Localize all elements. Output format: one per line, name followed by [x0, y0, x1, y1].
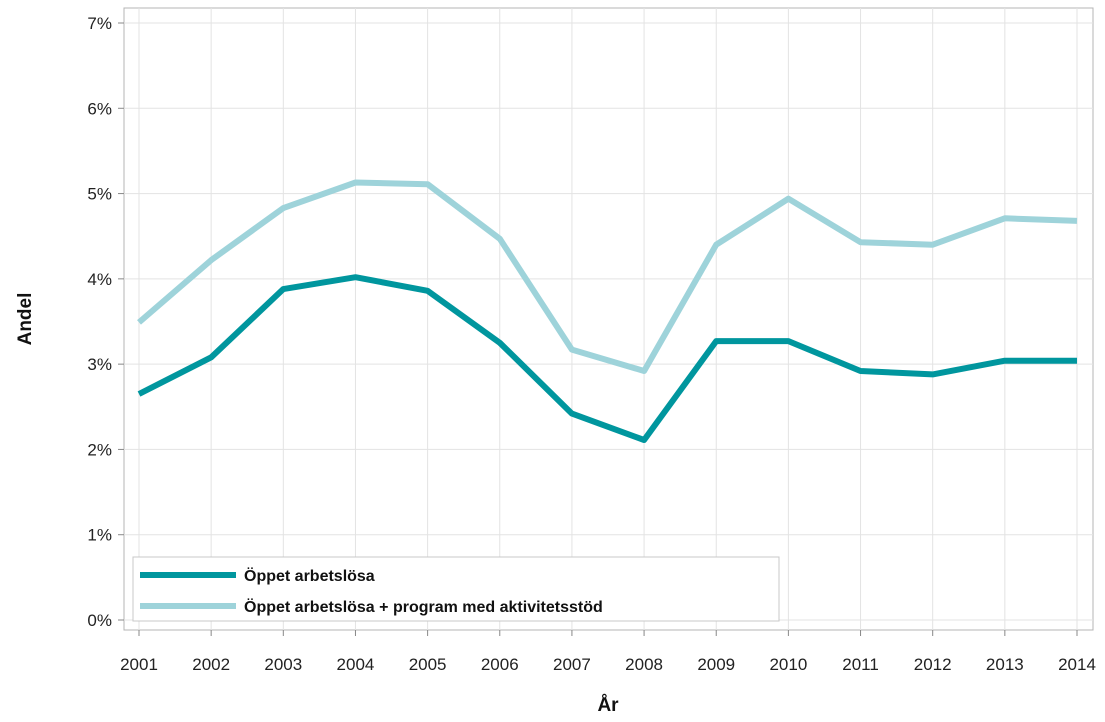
x-tick-label: 2010: [769, 655, 807, 674]
y-tick-label: 0%: [87, 611, 112, 630]
x-tick-label: 2002: [192, 655, 230, 674]
grid: [124, 8, 1093, 630]
legend-label-0: Öppet arbetslösa: [244, 566, 375, 585]
legend-label-1: Öppet arbetslösa + program med aktivitet…: [244, 597, 603, 616]
x-tick-label: 2006: [481, 655, 519, 674]
x-axis: 2001 2002 2003 2004 2005 2006 2007 2008 2009 2010…: [120, 630, 1096, 674]
x-tick-label: 2012: [914, 655, 952, 674]
x-tick-label: 2013: [986, 655, 1024, 674]
y-tick-label: 4%: [87, 270, 112, 289]
x-tick-label: 2004: [337, 655, 375, 674]
x-tick-label: 2011: [842, 655, 879, 674]
y-tick-label: 1%: [87, 526, 112, 545]
x-tick-label: 2007: [553, 655, 591, 674]
y-tick-label: 5%: [87, 185, 112, 204]
x-tick-label: 2008: [625, 655, 663, 674]
y-tick-label: 3%: [87, 355, 112, 374]
legend-box: [132, 556, 780, 622]
x-tick-label: 2014: [1058, 655, 1096, 674]
x-tick-label: 2005: [409, 655, 447, 674]
series-line-1: [137, 179, 1078, 374]
series-line-0: [137, 274, 1077, 443]
y-tick-label: 2%: [87, 440, 112, 459]
series-lines: [137, 179, 1078, 443]
y-axis-title: Andel: [15, 293, 36, 346]
legend: Öppet arbetslösa Öppet arbetslösa + prog…: [132, 556, 780, 622]
x-axis-title: År: [597, 695, 619, 716]
plot-area: [123, 7, 1094, 631]
x-tick-label: 2009: [697, 655, 735, 674]
y-axis: 0% 1% 2% 3% 4% 5% 6% 7%: [87, 14, 124, 630]
y-tick-label: 6%: [87, 99, 112, 118]
x-tick-label: 2003: [264, 655, 302, 674]
x-tick-label: 2001: [120, 655, 158, 674]
y-tick-label: 7%: [87, 14, 112, 33]
